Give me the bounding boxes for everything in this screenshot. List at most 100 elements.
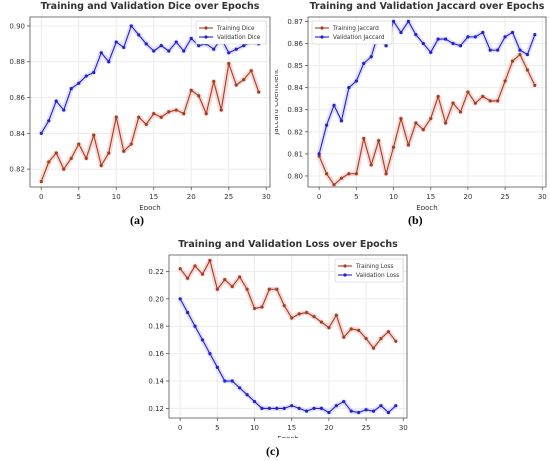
data-point [364,336,368,341]
x-tick-label: 15 [287,424,296,432]
y-tick-label: 0.83 [287,106,303,114]
data-point [92,133,96,137]
y-tick-label: 0.84 [9,130,25,138]
data-point [481,94,485,99]
data-point [47,119,51,123]
data-point [518,48,522,52]
y-axis-label: Dice Coefficient [0,74,2,129]
plot-frame [29,16,271,188]
data-point [99,51,103,55]
x-tick-label: 0 [178,424,182,432]
data-point [122,149,126,153]
legend-swatch-marker [320,26,324,30]
data-point [167,49,171,53]
legend-label: Validation Dice [217,35,261,41]
data-point [39,131,43,135]
loss-chart: 0 5 10 15 20 25 30 0.12 0.14 0.16 0.18 0.20 0.22 Trai… [139,239,408,438]
data-point [174,40,178,44]
data-point [99,163,103,168]
legend-swatch-marker [204,26,208,30]
y-tick-label: 0.12 [148,405,164,413]
y-tick-label: 0.86 [9,94,25,102]
data-point [510,59,515,63]
data-point [245,393,249,397]
data-point [144,42,148,46]
data-point [227,51,231,55]
y-tick-label: 0.22 [148,268,164,276]
data-point [406,19,411,24]
data-point [114,115,118,119]
data-point [185,310,190,315]
data-point [518,52,522,57]
legend-box [311,20,393,45]
data-point [92,70,96,75]
legend-label: Training Loss [355,264,393,270]
y-tick-label: 0.18 [148,323,164,331]
data-point [458,44,463,48]
series-glow-0 [316,52,538,188]
y-tick-label: 0.16 [148,350,164,358]
data-point [212,47,216,51]
data-point [282,406,286,411]
data-point [354,79,358,83]
data-point [458,110,463,114]
data-point [223,278,227,282]
y-tick-label: 0.82 [9,166,25,174]
data-point [503,35,507,39]
data-point [533,83,537,88]
data-point [54,99,58,103]
x-tick-label: 5 [354,193,358,201]
data-point [324,172,329,176]
data-point [304,310,309,315]
data-point [406,143,411,147]
data-point [391,19,396,24]
data-point [122,45,126,50]
y-tick-label: 0.86 [287,40,303,48]
x-tick-label: 15 [426,193,435,201]
data-point [275,287,279,291]
data-point [362,61,366,65]
data-point [204,112,208,116]
data-point [332,183,336,187]
data-point [189,88,193,92]
x-tick-label: 25 [224,193,233,201]
data-point [421,41,425,46]
data-point [159,115,163,119]
data-point [54,151,58,155]
data-point [466,90,470,94]
panel-label-b: (b) [408,213,423,227]
data-point [429,50,433,54]
data-point [371,346,376,350]
data-point [443,37,448,41]
data-point [317,154,321,158]
data-point [212,79,216,84]
data-point [189,36,193,41]
data-point [77,81,81,85]
x-tick-label: 10 [389,193,398,201]
data-point [496,48,500,52]
data-point [84,74,88,78]
x-tick-label: 30 [538,193,547,201]
y-tick-label: 0.82 [287,128,303,136]
data-point [144,122,148,126]
x-axis-label: Epoch [277,435,298,438]
data-point [362,136,366,141]
chart-title: Training and Validation Jaccard over Epo… [310,1,545,12]
data-point [533,33,537,37]
data-point [234,83,238,87]
legend-label: Validation Jaccard [333,35,385,41]
data-point [193,264,197,268]
data-point [525,52,530,57]
x-tick-label: 0 [39,193,43,201]
panel-label-a: (a) [130,213,144,227]
data-point [227,61,231,66]
data-point [152,49,156,53]
data-point [342,399,346,404]
data-point [312,406,316,411]
data-point [275,406,279,411]
data-point [429,116,433,121]
legend-label: Training Dice [216,26,255,32]
x-tick-label: 20 [463,193,472,201]
x-tick-label: 30 [262,193,271,201]
data-point [69,86,73,91]
